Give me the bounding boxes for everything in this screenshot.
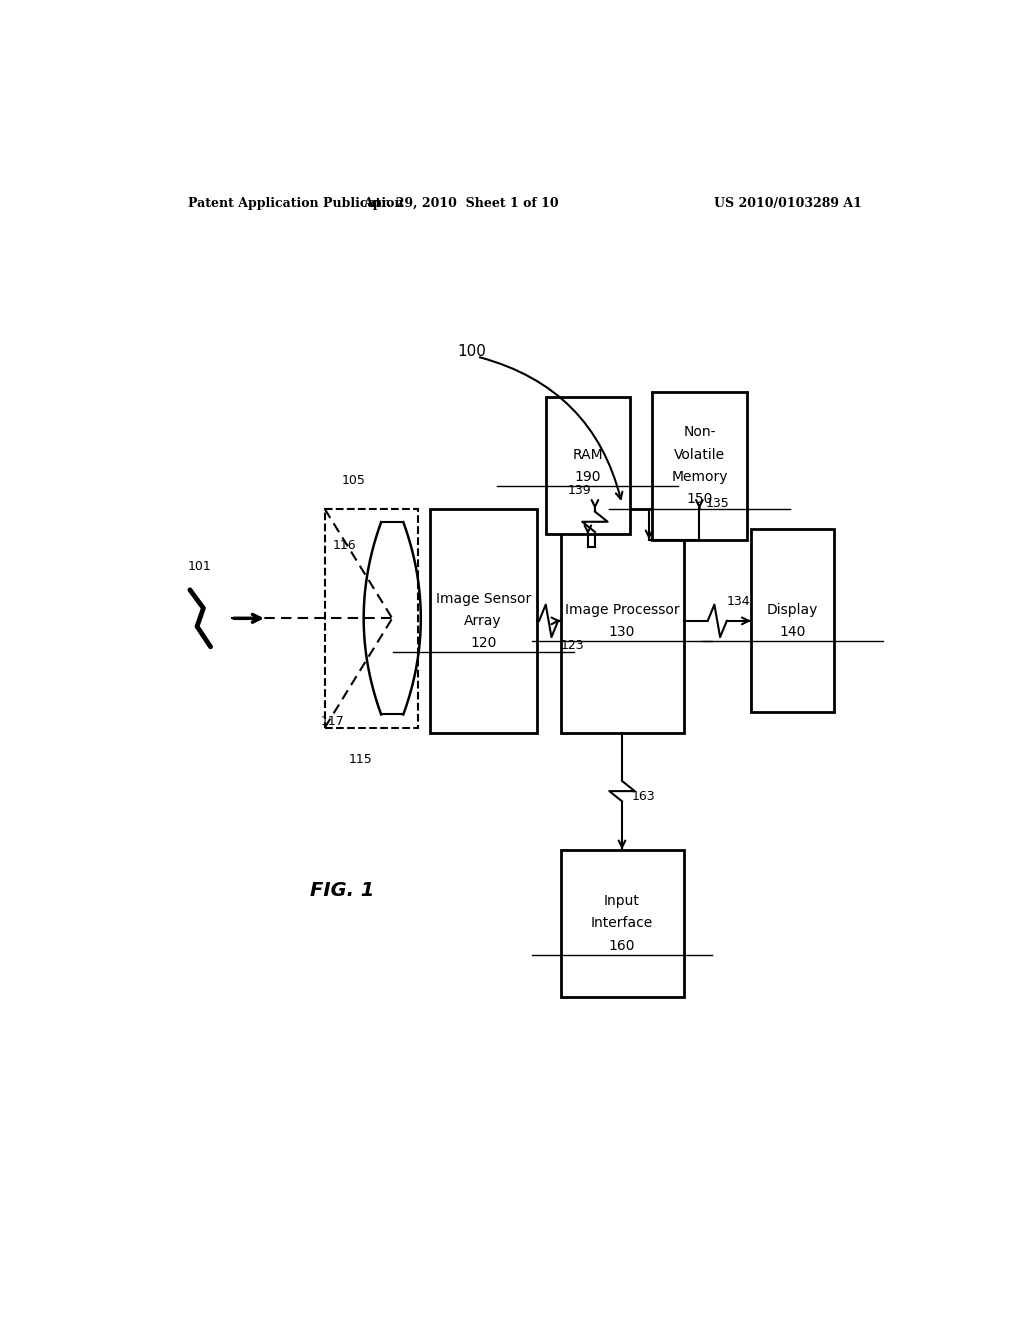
Text: 160: 160 <box>608 939 635 953</box>
Text: RAM: RAM <box>572 447 603 462</box>
Text: 117: 117 <box>321 715 345 727</box>
Text: 101: 101 <box>187 560 211 573</box>
Text: Display: Display <box>767 603 818 616</box>
Text: Patent Application Publication: Patent Application Publication <box>187 197 403 210</box>
Text: 120: 120 <box>470 636 497 651</box>
Text: 150: 150 <box>686 492 713 507</box>
Text: Memory: Memory <box>671 470 728 484</box>
Bar <box>652 392 748 540</box>
Bar <box>430 510 537 733</box>
Text: 135: 135 <box>706 498 729 511</box>
Text: FIG. 1: FIG. 1 <box>310 880 375 900</box>
Text: 105: 105 <box>342 474 366 487</box>
Text: Array: Array <box>464 614 502 628</box>
Bar <box>560 510 684 733</box>
Text: 140: 140 <box>779 626 806 639</box>
Text: 100: 100 <box>458 345 486 359</box>
Text: 116: 116 <box>333 540 356 552</box>
Bar <box>546 397 630 535</box>
Text: Input: Input <box>604 894 640 908</box>
Text: 123: 123 <box>560 639 584 652</box>
Text: 115: 115 <box>348 752 373 766</box>
Text: Non-: Non- <box>683 425 716 440</box>
Text: Image Processor: Image Processor <box>564 603 679 616</box>
Bar <box>751 529 835 713</box>
Text: 190: 190 <box>574 470 601 484</box>
Text: 130: 130 <box>609 626 635 639</box>
Text: 163: 163 <box>632 789 655 803</box>
Text: 139: 139 <box>567 484 591 496</box>
Text: 134: 134 <box>727 594 751 607</box>
Text: Apr. 29, 2010  Sheet 1 of 10: Apr. 29, 2010 Sheet 1 of 10 <box>364 197 559 210</box>
Text: Image Sensor: Image Sensor <box>435 591 530 606</box>
Text: Volatile: Volatile <box>674 447 725 462</box>
Text: US 2010/0103289 A1: US 2010/0103289 A1 <box>714 197 862 210</box>
Bar <box>560 850 684 997</box>
Bar <box>325 510 419 727</box>
Text: Interface: Interface <box>591 916 653 931</box>
